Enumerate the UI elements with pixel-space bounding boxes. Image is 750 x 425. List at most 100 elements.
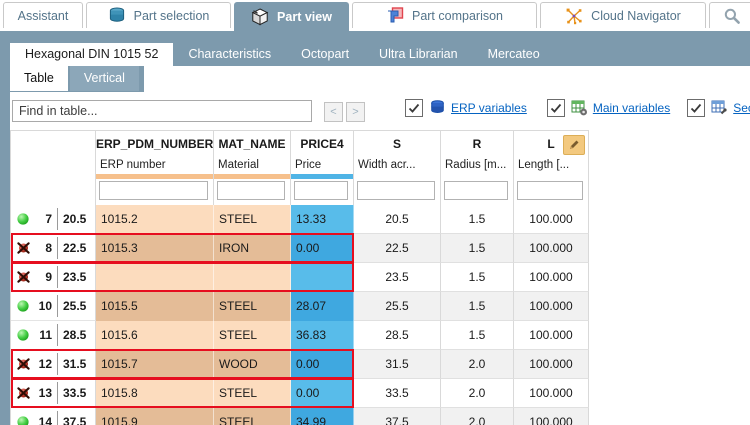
cell-mat_name[interactable]: STEEL: [214, 321, 291, 350]
cell-price4[interactable]: 28.07: [291, 292, 354, 321]
cell-l[interactable]: 100.000: [514, 321, 589, 350]
cell-mat_name[interactable]: STEEL: [214, 205, 291, 234]
link-main-variables[interactable]: Main variables: [592, 101, 671, 115]
cell-erp_pdm_number[interactable]: 1015.8: [96, 379, 214, 408]
find-previous-button[interactable]: <: [324, 102, 343, 122]
cell-erp_pdm_number[interactable]: [96, 263, 214, 292]
find-input[interactable]: [12, 100, 312, 122]
filter-input-l[interactable]: [517, 181, 583, 200]
cell-r[interactable]: 1.5: [441, 292, 514, 321]
cell-mat_name[interactable]: [214, 263, 291, 292]
row-header-cell[interactable]: 14 37.5: [11, 408, 96, 425]
row-header-cell[interactable]: 8 22.5: [11, 234, 96, 263]
link-erp-variables[interactable]: ERP variables: [451, 101, 527, 115]
cell-price4[interactable]: 0.00: [291, 379, 354, 408]
column-header-erp_pdm_number[interactable]: ERP_PDM_NUMBER: [96, 131, 214, 157]
row-header-cell[interactable]: 11 28.5: [11, 321, 96, 350]
cell-price4[interactable]: 34.99: [291, 408, 354, 425]
column-header-mat_name[interactable]: MAT_NAME: [214, 131, 291, 157]
cell-price4[interactable]: [291, 263, 354, 292]
filter-input-price4[interactable]: [294, 181, 348, 200]
table-row[interactable]: 11 28.5 1015.6 STEEL 36.83 28.5 1.5 100.000: [11, 321, 589, 350]
filter-input-erp_pdm_number[interactable]: [99, 181, 208, 200]
cell-r[interactable]: 1.5: [441, 263, 514, 292]
cell-erp_pdm_number[interactable]: 1015.3: [96, 234, 214, 263]
cell-l[interactable]: 100.000: [514, 205, 589, 234]
cell-erp_pdm_number[interactable]: 1015.7: [96, 350, 214, 379]
cell-l[interactable]: 100.000: [514, 408, 589, 425]
table-row[interactable]: 8 22.5 1015.3 IRON 0.00 22.5 1.5 100.000: [11, 233, 589, 263]
cell-mat_name[interactable]: STEEL: [214, 379, 291, 408]
row-header-cell[interactable]: 12 31.5: [11, 350, 96, 379]
cell-s[interactable]: 28.5: [354, 321, 441, 350]
cell-price4[interactable]: 13.33: [291, 205, 354, 234]
left-scroll-strip[interactable]: [0, 92, 10, 425]
cell-price4[interactable]: 0.00: [291, 234, 354, 263]
cell-r[interactable]: 1.5: [441, 205, 514, 234]
cell-l[interactable]: 100.000: [514, 234, 589, 263]
cell-mat_name[interactable]: STEEL: [214, 408, 291, 425]
cell-erp_pdm_number[interactable]: 1015.2: [96, 205, 214, 234]
main-tab-search[interactable]: [709, 2, 750, 28]
checkbox-erp-variables[interactable]: [405, 99, 423, 117]
cell-mat_name[interactable]: WOOD: [214, 350, 291, 379]
table-row[interactable]: 9 23.5 23.5 1.5 100.000: [11, 262, 589, 292]
row-header-cell[interactable]: 7 20.5: [11, 205, 96, 234]
document-tab-characteristics[interactable]: Characteristics: [188, 47, 272, 61]
row-header-cell[interactable]: 9 23.5: [11, 263, 96, 292]
view-tab-table[interactable]: Table: [10, 66, 68, 91]
cell-mat_name[interactable]: STEEL: [214, 292, 291, 321]
cell-r[interactable]: 2.0: [441, 379, 514, 408]
document-tab-hexagonal-din-1015-52[interactable]: Hexagonal DIN 1015 52: [10, 43, 174, 66]
table-row[interactable]: 14 37.5 1015.9 STEEL 34.99 37.5 2.0 100.000: [11, 408, 589, 425]
filter-input-r[interactable]: [444, 181, 508, 200]
cell-r[interactable]: 1.5: [441, 234, 514, 263]
table-row[interactable]: 13 33.5 1015.8 STEEL 0.00 33.5 2.0 100.000: [11, 378, 589, 408]
find-next-button[interactable]: >: [346, 102, 365, 122]
checkbox-main-variables[interactable]: [546, 99, 565, 117]
cell-s[interactable]: 22.5: [354, 234, 441, 263]
edit-column-button[interactable]: [563, 135, 585, 155]
link-seconda[interactable]: Seconda: [733, 101, 750, 115]
column-header-price4[interactable]: PRICE4: [291, 131, 354, 157]
cell-r[interactable]: 2.0: [441, 408, 514, 425]
filter-input-s[interactable]: [357, 181, 435, 200]
row-header-cell[interactable]: 10 25.5: [11, 292, 96, 321]
cell-price4[interactable]: 0.00: [291, 350, 354, 379]
cell-s[interactable]: 33.5: [354, 379, 441, 408]
cell-s[interactable]: 20.5: [354, 205, 441, 234]
main-tab-part-comparison[interactable]: Part comparison: [352, 2, 537, 28]
main-tab-assistant[interactable]: Assistant: [3, 2, 83, 28]
column-header-l[interactable]: L: [514, 131, 589, 157]
main-tab-cloud-navigator[interactable]: Cloud Navigator: [540, 2, 706, 28]
cell-s[interactable]: 31.5: [354, 350, 441, 379]
table-row[interactable]: 10 25.5 1015.5 STEEL 28.07 25.5 1.5 100.000: [11, 292, 589, 321]
cell-erp_pdm_number[interactable]: 1015.9: [96, 408, 214, 425]
column-header-r[interactable]: R: [441, 131, 514, 157]
document-tab-mercateo[interactable]: Mercateo: [487, 47, 540, 61]
row-header-cell[interactable]: 13 33.5: [11, 379, 96, 408]
cell-r[interactable]: 2.0: [441, 350, 514, 379]
column-header-s[interactable]: S: [354, 131, 441, 157]
cell-s[interactable]: 37.5: [354, 408, 441, 425]
table-row[interactable]: 12 31.5 1015.7 WOOD 0.00 31.5 2.0 100.000: [11, 349, 589, 379]
cell-s[interactable]: 25.5: [354, 292, 441, 321]
cell-l[interactable]: 100.000: [514, 263, 589, 292]
view-tab-vertical[interactable]: Vertical: [69, 66, 139, 91]
document-tab-ultra-librarian[interactable]: Ultra Librarian: [379, 47, 458, 61]
main-tab-part-view[interactable]: Part view: [234, 2, 349, 31]
cell-l[interactable]: 100.000: [514, 379, 589, 408]
cell-l[interactable]: 100.000: [514, 350, 589, 379]
table-row[interactable]: 7 20.5 1015.2 STEEL 13.33 20.5 1.5 100.000: [11, 205, 589, 234]
cell-l[interactable]: 100.000: [514, 292, 589, 321]
cell-price4[interactable]: 36.83: [291, 321, 354, 350]
document-tab-octopart[interactable]: Octopart: [301, 47, 350, 61]
checkbox-seconda[interactable]: [687, 99, 706, 117]
main-tab-part-selection[interactable]: Part selection: [86, 2, 231, 28]
cell-erp_pdm_number[interactable]: 1015.6: [96, 321, 214, 350]
cell-s[interactable]: 23.5: [354, 263, 441, 292]
cell-erp_pdm_number[interactable]: 1015.5: [96, 292, 214, 321]
cell-mat_name[interactable]: IRON: [214, 234, 291, 263]
cell-r[interactable]: 1.5: [441, 321, 514, 350]
filter-input-mat_name[interactable]: [217, 181, 285, 200]
